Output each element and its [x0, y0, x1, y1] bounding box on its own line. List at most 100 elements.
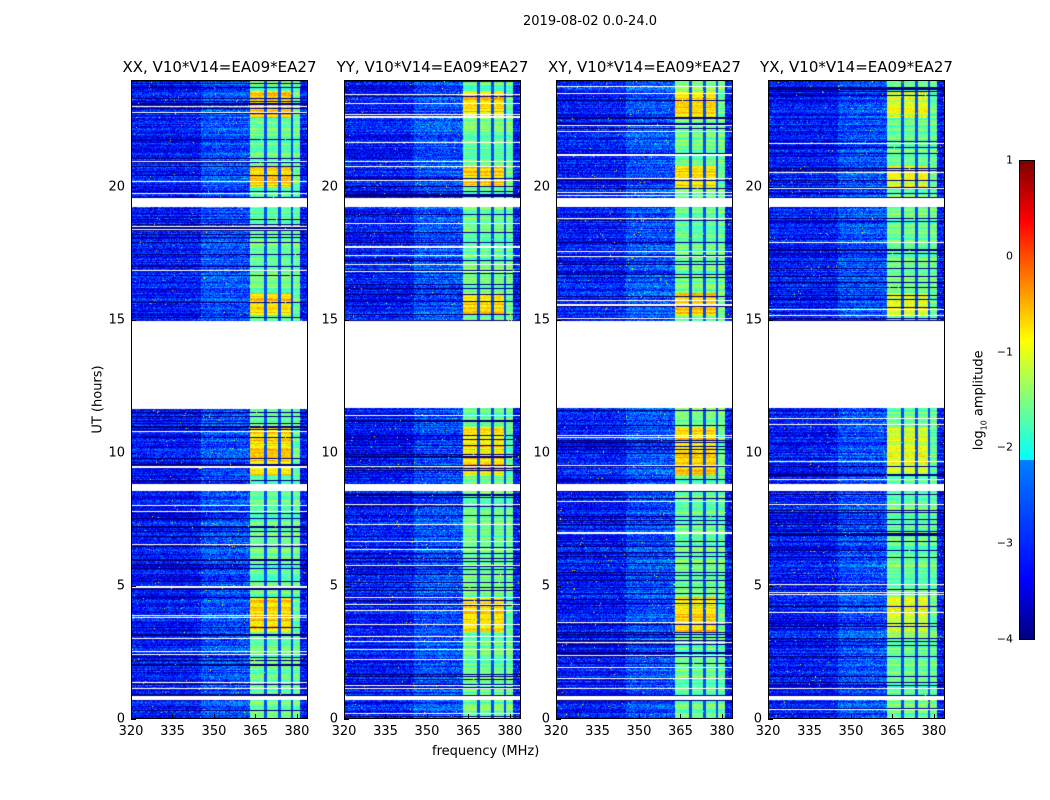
y-tick-label: 10 [321, 445, 338, 461]
heatmap-image [556, 80, 733, 719]
x-tick [809, 714, 811, 719]
y-tick-label: 20 [533, 179, 550, 194]
x-tick [556, 714, 557, 719]
x-tick-label: 380 [921, 724, 947, 739]
panel-title: XX, V10*V14=EA09*EA27 [122, 58, 317, 76]
y-tick-label: 0 [116, 711, 125, 727]
y-tick [131, 186, 136, 188]
colorbar-tick-label: −1 [996, 345, 1013, 359]
x-tick-label: 320 [755, 724, 781, 739]
x-tick-label: 335 [160, 724, 185, 739]
x-tick-label: 320 [118, 724, 144, 739]
y-tick-label: 5 [753, 578, 762, 594]
x-tick-label: 350 [201, 724, 227, 739]
y-tick [556, 719, 561, 720]
colorbar-label: log10 amplitude [971, 350, 989, 451]
y-tick-label: 20 [108, 179, 125, 194]
colorbar-tick-label: −4 [996, 632, 1013, 646]
x-tick [597, 714, 599, 719]
y-tick-label: 10 [533, 445, 550, 461]
y-tick [556, 186, 561, 188]
axes-frame [556, 80, 733, 719]
y-tick-label: 20 [321, 179, 338, 194]
x-tick-label: 335 [373, 724, 398, 739]
y-tick [344, 719, 349, 720]
y-tick [344, 585, 349, 587]
x-tick-label: 320 [543, 724, 569, 739]
colorbar-tick-label: −2 [996, 440, 1013, 454]
y-tick [131, 319, 136, 321]
x-tick-label: 380 [709, 724, 735, 739]
x-tick [255, 714, 257, 719]
y-tick [768, 186, 773, 188]
x-tick [850, 714, 852, 719]
x-tick [213, 714, 215, 719]
y-axis-label: UT (hours) [90, 365, 106, 434]
x-tick-label: 335 [585, 724, 610, 739]
panel-title: YX, V10*V14=EA09*EA27 [760, 58, 953, 76]
panel-title: YY, V10*V14=EA09*EA27 [336, 58, 529, 76]
axes-frame [131, 80, 308, 719]
y-tick-label: 15 [533, 312, 550, 328]
x-tick [721, 714, 723, 719]
x-tick-label: 365 [668, 724, 693, 739]
x-tick [426, 714, 428, 719]
y-tick-label: 20 [745, 179, 762, 194]
y-tick [768, 585, 773, 587]
x-tick [131, 714, 132, 719]
panel-title: XY, V10*V14=EA09*EA27 [548, 58, 741, 76]
x-tick [296, 714, 298, 719]
axes-frame [344, 80, 521, 719]
y-tick-label: 5 [541, 578, 550, 594]
colorbar-tick-label: −3 [996, 536, 1013, 550]
y-tick-label: 15 [745, 312, 762, 328]
colorbar-tick-label: 1 [1006, 153, 1013, 167]
x-tick-label: 365 [456, 724, 481, 739]
y-tick [556, 319, 561, 321]
x-tick-label: 350 [414, 724, 440, 739]
x-tick [638, 714, 640, 719]
x-tick [933, 714, 935, 719]
y-tick-label: 0 [753, 711, 762, 727]
y-tick-label: 10 [108, 445, 125, 461]
panel-yy: YY, V10*V14=EA09*EA27 320 335 350 365 380 0 5 10… [321, 58, 528, 739]
x-tick-label: 350 [626, 724, 652, 739]
y-tick-label: 5 [116, 578, 125, 594]
y-tick-label: 15 [108, 312, 125, 328]
y-tick [768, 452, 773, 454]
heatmap-image [131, 80, 308, 719]
y-tick [344, 319, 349, 321]
y-tick-label: 0 [329, 711, 338, 727]
y-tick-label: 10 [745, 445, 762, 461]
panel-xx: XX, V10*V14=EA09*EA27 320 335 350 365 380 0 5 10… [108, 58, 316, 739]
y-tick [768, 319, 773, 321]
x-tick [680, 714, 682, 719]
y-tick-label: 15 [321, 312, 338, 328]
x-tick-label: 365 [880, 724, 905, 739]
x-tick-label: 365 [243, 724, 268, 739]
y-tick [131, 585, 136, 587]
colorbar-tick-label: 0 [1006, 249, 1013, 263]
y-tick [131, 719, 136, 720]
x-tick-label: 380 [497, 724, 523, 739]
x-tick-label: 380 [284, 724, 310, 739]
x-tick [509, 714, 511, 719]
y-tick [131, 452, 136, 454]
y-tick-label: 5 [329, 578, 338, 594]
x-tick [468, 714, 470, 719]
y-tick [556, 585, 561, 587]
heatmap-image [768, 80, 945, 719]
x-tick-label: 350 [838, 724, 864, 739]
x-tick [344, 714, 345, 719]
x-tick [385, 714, 387, 719]
x-tick-label: 320 [331, 724, 357, 739]
heatmap-image [344, 80, 521, 719]
y-tick [344, 452, 349, 454]
x-tick [768, 714, 769, 719]
axes-frame [768, 80, 945, 719]
y-tick [556, 452, 561, 454]
colorbar [1019, 160, 1035, 640]
x-tick [892, 714, 894, 719]
x-tick [172, 714, 174, 719]
